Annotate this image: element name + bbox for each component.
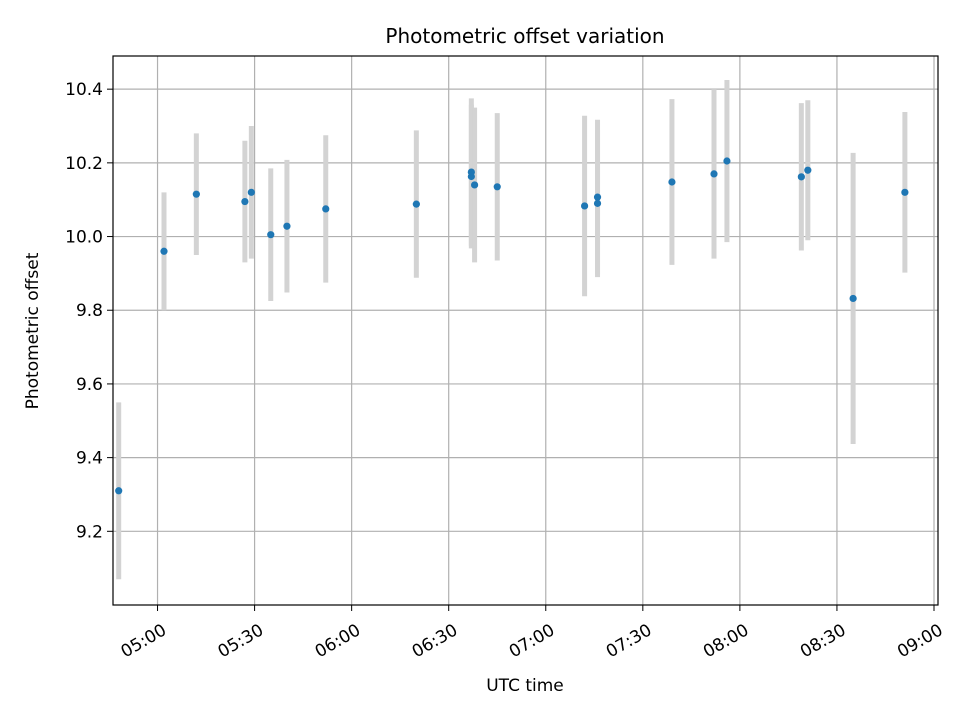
- data-point: [412, 200, 420, 208]
- x-tick-label: 05:00: [118, 620, 170, 662]
- data-point: [797, 173, 805, 181]
- y-axis: 9.2 9.4 9.6 9.8 10.0 10.2 10.4: [65, 80, 113, 542]
- data-point: [247, 188, 255, 196]
- x-tick-label: 07:30: [603, 620, 655, 662]
- data-point: [467, 168, 475, 176]
- x-tick-label: 06:00: [312, 620, 364, 662]
- y-tick-label: 10.4: [65, 80, 103, 100]
- grid: [113, 56, 938, 605]
- data-points: [115, 157, 909, 495]
- data-point: [283, 222, 291, 230]
- y-axis-label: Photometric offset: [23, 252, 43, 409]
- x-tick-label: 08:00: [700, 620, 752, 662]
- data-point: [593, 193, 602, 201]
- data-point: [267, 231, 275, 239]
- data-point: [849, 294, 857, 303]
- x-tick-label: 08:30: [797, 620, 849, 662]
- x-tick-label: 09:00: [894, 620, 946, 662]
- chart-title: Photometric offset variation: [385, 24, 664, 48]
- data-point: [901, 188, 909, 196]
- x-tick-label: 06:30: [409, 620, 461, 662]
- x-axis-label: UTC time: [486, 676, 564, 696]
- data-point: [493, 183, 501, 191]
- y-tick-label: 9.4: [76, 449, 103, 469]
- y-tick-label: 10.0: [65, 228, 103, 248]
- data-point: [470, 181, 479, 189]
- data-point: [710, 170, 718, 178]
- y-tick-label: 9.6: [76, 375, 103, 395]
- x-axis: 05:00 05:30 06:00 06:30 07:00 07:30 08:00 08:30…: [118, 605, 947, 662]
- data-point: [668, 178, 676, 186]
- data-point: [322, 205, 330, 213]
- data-point: [580, 202, 589, 210]
- y-tick-label: 9.8: [76, 301, 103, 321]
- data-point: [723, 157, 731, 165]
- plot-frame: [112, 55, 939, 606]
- x-tick-label: 05:30: [215, 620, 267, 662]
- data-point: [192, 190, 200, 198]
- data-point: [804, 166, 812, 174]
- x-tick-label: 07:00: [506, 620, 558, 662]
- errorbars: [116, 79, 908, 580]
- data-point: [241, 197, 249, 206]
- data-point: [160, 247, 168, 255]
- y-tick-label: 10.2: [65, 154, 103, 174]
- data-point: [115, 487, 123, 495]
- y-tick-label: 9.2: [76, 522, 103, 542]
- data-point: [593, 199, 602, 207]
